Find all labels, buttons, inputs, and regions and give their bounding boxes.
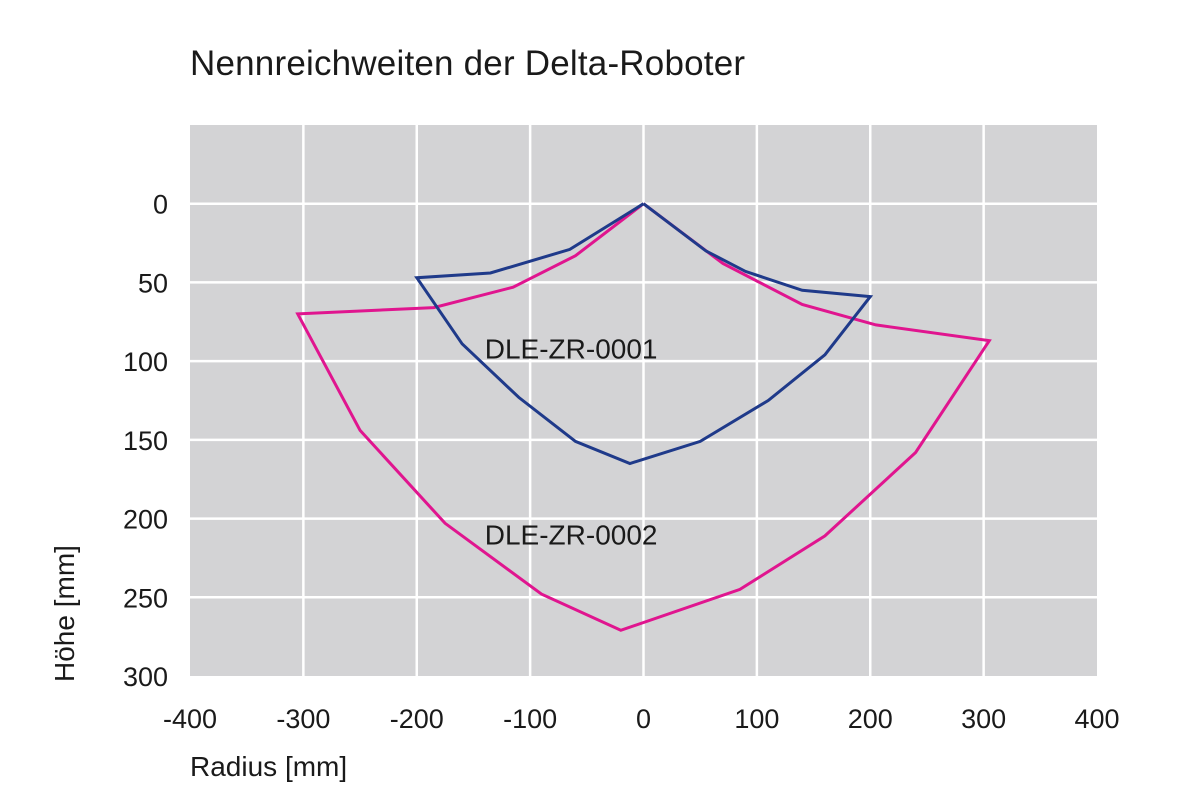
y-tick-label: 150 <box>123 426 168 456</box>
y-tick-label: 250 <box>123 583 168 613</box>
annotation-layer: DLE-ZR-0001 DLE-ZR-0002 <box>485 334 658 551</box>
chart-title: Nennreichweiten der Delta-Roboter <box>190 44 746 83</box>
x-axis-label: Radius [mm] <box>190 751 347 782</box>
x-tick-labels: -400 -300 -200 -100 0 100 200 300 400 <box>163 704 1120 734</box>
x-tick-label: 300 <box>961 704 1006 734</box>
series-line-dle-zr-0002 <box>295 202 992 632</box>
series-annotation: DLE-ZR-0002 <box>485 519 658 550</box>
x-tick-label: -100 <box>503 704 557 734</box>
series-annotation: DLE-ZR-0001 <box>485 334 658 365</box>
y-tick-label: 0 <box>153 190 168 220</box>
y-tick-label: 50 <box>138 268 168 298</box>
x-tick-label: 0 <box>636 704 651 734</box>
x-tick-label: 200 <box>848 704 893 734</box>
x-tick-label: -400 <box>163 704 217 734</box>
x-tick-label: -200 <box>390 704 444 734</box>
y-axis-label: Höhe [mm] <box>49 545 80 682</box>
series-line-dle-zr-0001 <box>414 202 874 466</box>
y-tick-label: 200 <box>123 505 168 535</box>
y-tick-labels: 0 50 100 150 200 250 300 <box>123 190 168 692</box>
y-tick-label: 100 <box>123 347 168 377</box>
x-tick-label: 100 <box>734 704 779 734</box>
y-tick-label: 300 <box>123 662 168 692</box>
series-layer <box>295 202 992 632</box>
x-tick-label: 400 <box>1074 704 1119 734</box>
x-tick-label: -300 <box>276 704 330 734</box>
